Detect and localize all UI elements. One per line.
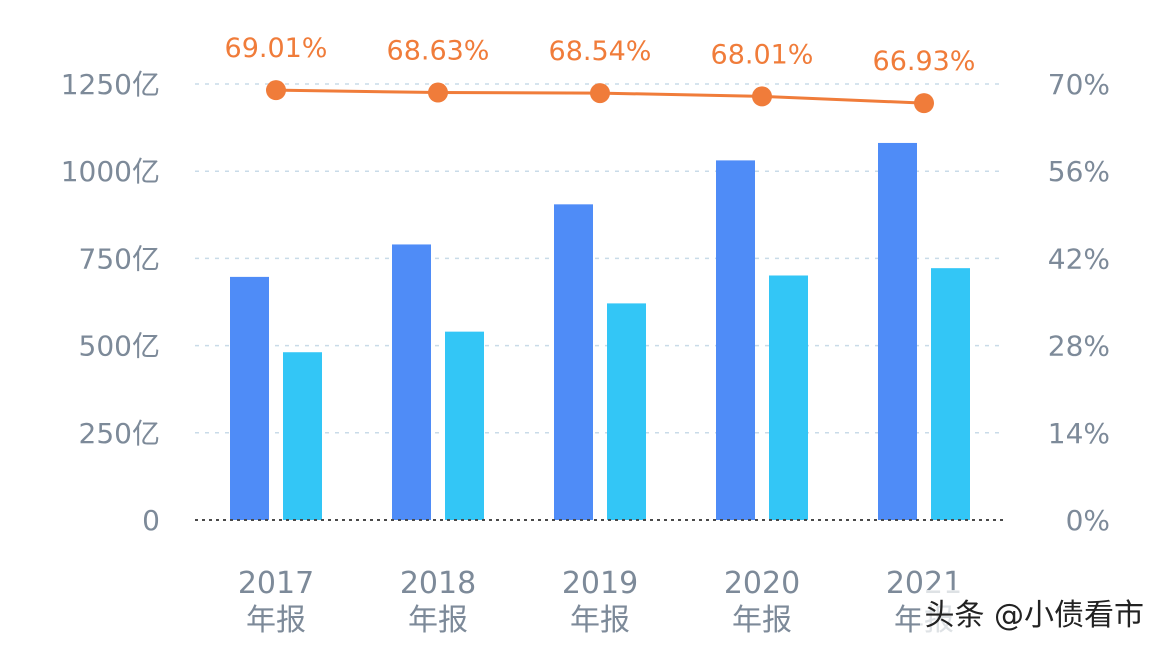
y-left-tick-label: 500亿 — [79, 330, 160, 363]
data-label-ratio: 68.63% — [387, 36, 490, 67]
bar-series-2 — [931, 268, 970, 520]
bar-series-1 — [716, 160, 755, 520]
data-label-ratio: 68.54% — [549, 36, 652, 67]
line-point-ratio — [752, 86, 772, 107]
bar-series-2 — [283, 352, 322, 520]
x-tick-label: 2018 — [400, 566, 476, 601]
y-left-tick-label: 1250亿 — [61, 68, 160, 101]
x-tick-label-sub: 年报 — [246, 603, 306, 638]
y-right-tick-label: 14% — [1048, 417, 1110, 450]
y-right-tick-label: 56% — [1048, 155, 1110, 188]
bar-series-2 — [769, 275, 808, 520]
x-tick-label: 2020 — [724, 566, 800, 601]
y-left-tick-label: 250亿 — [79, 417, 160, 450]
y-left-tick-label: 0 — [142, 504, 160, 537]
line-point-ratio — [428, 82, 448, 103]
line-point-ratio — [914, 93, 934, 114]
bar-series-1 — [554, 204, 593, 520]
data-label-ratio: 68.01% — [711, 39, 814, 70]
data-label-ratio: 69.01% — [225, 33, 328, 64]
line-point-ratio — [590, 83, 610, 104]
x-tick-label-sub: 年报 — [408, 603, 468, 638]
bar-series-2 — [607, 303, 646, 520]
data-label-ratio: 66.93% — [873, 46, 976, 77]
x-tick-label-sub: 年报 — [732, 603, 792, 638]
watermark: 头条 @小债看市 — [920, 590, 1148, 634]
y-right-tick-label: 0% — [1066, 504, 1110, 537]
bar-series-1 — [230, 276, 269, 520]
bar-series-1 — [878, 142, 917, 520]
line-point-ratio — [266, 80, 286, 101]
x-tick-label: 2019 — [562, 566, 638, 601]
y-right-tick-label: 28% — [1048, 330, 1110, 363]
bar-series-1 — [392, 244, 431, 520]
x-tick-label-sub: 年报 — [570, 603, 630, 638]
y-left-tick-label: 1000亿 — [61, 155, 160, 188]
x-tick-label: 2017 — [238, 566, 314, 601]
y-left-tick-label: 750亿 — [79, 242, 160, 275]
y-right-tick-label: 42% — [1048, 242, 1110, 275]
y-right-tick-label: 70% — [1048, 68, 1110, 101]
bar-series-2 — [445, 331, 484, 520]
